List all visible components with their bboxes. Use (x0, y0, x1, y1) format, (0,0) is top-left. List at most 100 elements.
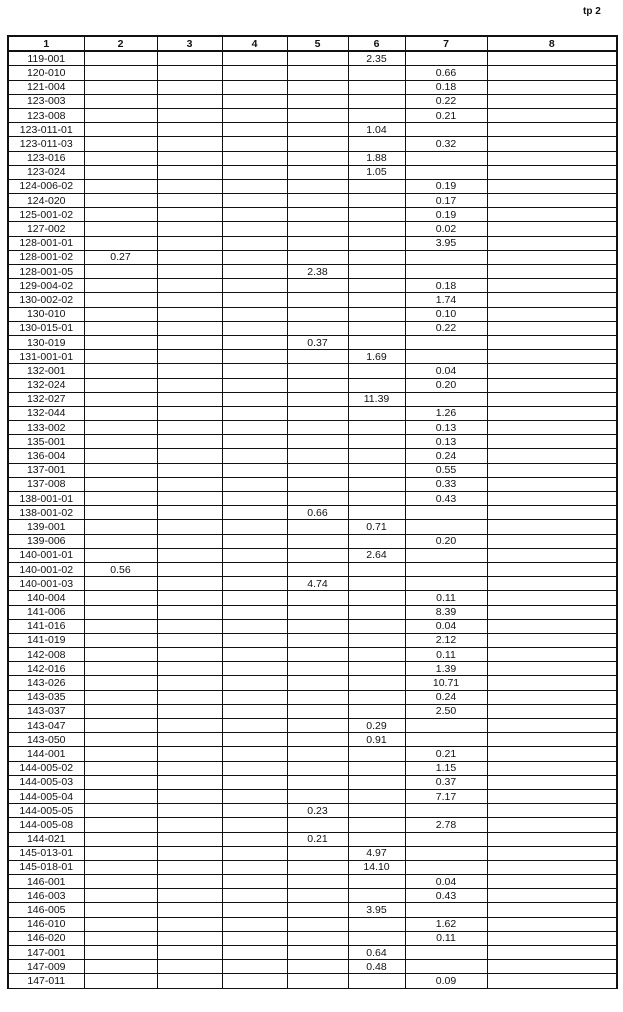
table-row: 146-020 0.11 (7, 930, 618, 947)
value-cell-col2 (83, 717, 158, 734)
value-cell-col6: 2.35 (347, 50, 406, 67)
value-cell-col7: 0.66 (404, 65, 488, 81)
row-id-cell: 138-001-01 (7, 490, 85, 507)
value-cell-col6 (347, 561, 406, 578)
value-cell-col7: 0.24 (404, 689, 488, 705)
value-cell-col4 (221, 717, 288, 734)
row-id-cell: 140-004 (7, 590, 85, 606)
value-cell-col4 (221, 803, 288, 819)
value-cell-col5 (286, 661, 349, 677)
table-row: 123-024 1.05 (7, 164, 618, 180)
value-cell-col7: 0.20 (404, 377, 488, 393)
table-row: 143-047 0.29 (7, 717, 618, 734)
table-row: 141-019 2.12 (7, 632, 618, 649)
value-cell-col7: 0.02 (404, 221, 488, 237)
value-cell-col2 (83, 164, 158, 180)
value-cell-col5 (286, 930, 349, 947)
value-cell-col7 (404, 561, 488, 578)
value-cell-col8 (486, 561, 618, 578)
row-id-cell: 120-010 (7, 65, 85, 81)
value-cell-col5 (286, 561, 349, 578)
table-row: 144-021 0.21 (7, 831, 618, 847)
value-cell-col5 (286, 746, 349, 762)
value-cell-col4 (221, 689, 288, 705)
row-id-cell: 146-001 (7, 874, 85, 890)
value-cell-col3 (156, 703, 223, 720)
value-cell-col3 (156, 845, 223, 861)
value-cell-col7: 0.04 (404, 363, 488, 379)
value-cell-col8 (486, 817, 618, 833)
value-cell-col3 (156, 178, 223, 195)
value-cell-col2 (83, 647, 158, 663)
value-cell-col6 (347, 533, 406, 549)
value-cell-col4 (221, 760, 288, 776)
value-cell-col3 (156, 746, 223, 762)
value-cell-col2: 0.56 (83, 561, 158, 578)
table-row: 142-016 1.39 (7, 661, 618, 677)
value-cell-col2 (83, 462, 158, 478)
value-cell-col7: 0.19 (404, 207, 488, 223)
value-cell-col6: 11.39 (347, 391, 406, 407)
page-number: tp 2 (583, 6, 601, 17)
row-id-cell: 145-013-01 (7, 845, 85, 861)
value-cell-col7: 0.04 (404, 618, 488, 634)
value-cell-col3 (156, 930, 223, 947)
table-row: 120-010 0.66 (7, 65, 618, 81)
value-cell-col4 (221, 604, 288, 620)
value-cell-col6: 1.69 (347, 349, 406, 365)
row-id-cell: 125-001-02 (7, 207, 85, 223)
value-cell-col3 (156, 349, 223, 365)
row-id-cell: 144-005-03 (7, 774, 85, 790)
value-cell-col8 (486, 334, 618, 351)
table-row: 130-010 0.10 (7, 306, 618, 322)
row-id-cell: 147-009 (7, 959, 85, 975)
value-cell-col8 (486, 788, 618, 805)
value-cell-col2 (83, 888, 158, 904)
value-cell-col7: 0.11 (404, 590, 488, 606)
value-cell-col7 (404, 391, 488, 407)
value-cell-col3 (156, 462, 223, 478)
table-row: 144-005-08 2.78 (7, 817, 618, 833)
value-cell-col5 (286, 221, 349, 237)
value-cell-col5 (286, 490, 349, 507)
table-row: 124-006-02 0.19 (7, 178, 618, 195)
value-cell-col5 (286, 888, 349, 904)
value-cell-col8 (486, 930, 618, 947)
value-cell-col2 (83, 50, 158, 67)
row-id-cell: 123-003 (7, 93, 85, 109)
value-cell-col7: 0.32 (404, 136, 488, 152)
table-row: 137-008 0.33 (7, 476, 618, 493)
value-cell-col4 (221, 845, 288, 861)
value-cell-col2 (83, 689, 158, 705)
value-cell-col3 (156, 377, 223, 393)
value-cell-col7: 1.26 (404, 405, 488, 422)
value-cell-col5 (286, 845, 349, 861)
value-cell-col6 (347, 916, 406, 932)
value-cell-col8 (486, 207, 618, 223)
value-cell-col2 (83, 675, 158, 691)
value-cell-col8 (486, 434, 618, 450)
value-cell-col3 (156, 334, 223, 351)
value-cell-col8 (486, 164, 618, 180)
value-cell-col4 (221, 434, 288, 450)
value-cell-col2 (83, 632, 158, 649)
column-header-2: 2 (83, 34, 158, 53)
value-cell-col2 (83, 774, 158, 790)
value-cell-col2 (83, 902, 158, 918)
value-cell-col7: 0.21 (404, 746, 488, 762)
value-cell-col5: 2.38 (286, 263, 349, 280)
row-id-cell: 130-002-02 (7, 292, 85, 308)
row-id-cell: 144-005-02 (7, 760, 85, 776)
row-id-cell: 143-035 (7, 689, 85, 705)
value-cell-col4 (221, 874, 288, 890)
value-cell-col4 (221, 746, 288, 762)
value-cell-col7: 0.24 (404, 448, 488, 464)
value-cell-col7: 1.15 (404, 760, 488, 776)
value-cell-col5 (286, 107, 349, 124)
value-cell-col7: 0.13 (404, 420, 488, 436)
value-cell-col7: 0.18 (404, 278, 488, 294)
row-id-cell: 143-050 (7, 732, 85, 748)
table-row: 128-001-02 0.27 (7, 249, 618, 266)
value-cell-col6 (347, 334, 406, 351)
